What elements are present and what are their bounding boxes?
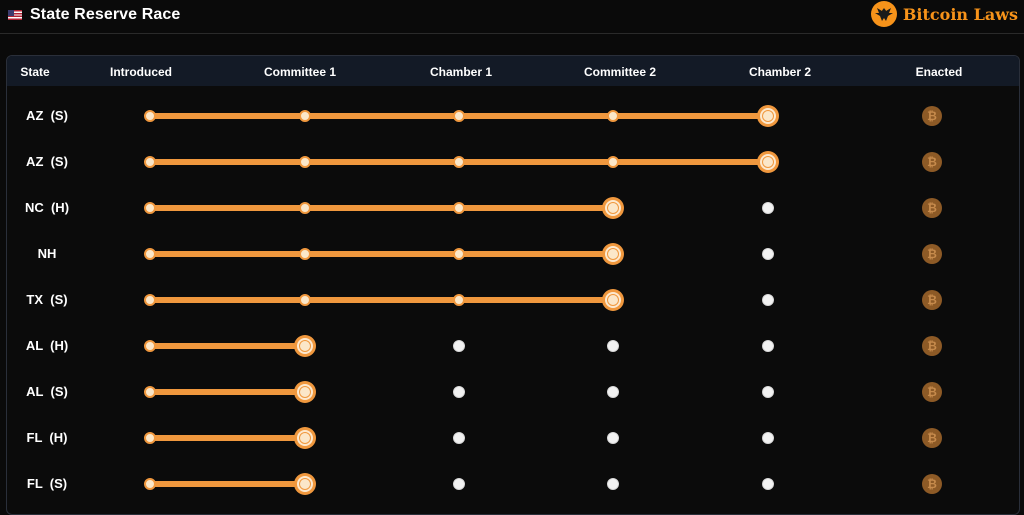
stage-dot-done[interactable] (144, 432, 156, 444)
progress-track (150, 251, 613, 257)
stage-dot-done[interactable] (299, 294, 311, 306)
progress-track (150, 481, 305, 487)
table-header: State Introduced Committee 1 Chamber 1 C… (7, 56, 1019, 86)
stage-dot-done[interactable] (299, 110, 311, 122)
progress-track (150, 297, 613, 303)
table-row[interactable]: AL (S) ₿ (7, 369, 1019, 415)
column-header-committee-1: Committee 1 (263, 65, 337, 79)
stage-dot-done[interactable] (453, 248, 465, 260)
column-header-introduced: Introduced (110, 65, 172, 79)
brand-link[interactable]: Bitcoin Laws (870, 1, 1018, 27)
table-body: AZ (S) ₿ AZ (S) ₿ NC (H) ₿ NH ₿ TX (S) ₿ AL (H) ₿ AL… (7, 56, 1019, 514)
stage-dot-pending[interactable] (762, 478, 774, 490)
column-header-enacted: Enacted (915, 65, 963, 79)
stage-dot-pending[interactable] (607, 386, 619, 398)
bitcoin-icon[interactable]: ₿ (922, 382, 942, 402)
stage-dot-done[interactable] (453, 110, 465, 122)
stage-dot-pending[interactable] (762, 432, 774, 444)
stage-dot-done[interactable] (144, 340, 156, 352)
bitcoin-icon[interactable]: ₿ (922, 290, 942, 310)
us-flag-icon (8, 10, 22, 20)
bitcoin-icon[interactable]: ₿ (922, 244, 942, 264)
table-row[interactable]: TX (S) ₿ (7, 277, 1019, 323)
state-label: AZ (S) (26, 154, 68, 169)
stage-dot-done[interactable] (299, 248, 311, 260)
stage-dot-pending[interactable] (762, 202, 774, 214)
table-row[interactable]: NC (H) ₿ (7, 185, 1019, 231)
stage-dot-done[interactable] (144, 478, 156, 490)
stage-dot-pending[interactable] (453, 386, 465, 398)
stage-dot-done[interactable] (144, 294, 156, 306)
page-title: State Reserve Race (30, 6, 181, 23)
brand-name: Bitcoin Laws (902, 4, 1018, 24)
table-row[interactable]: FL (S) ₿ (7, 461, 1019, 507)
stage-dot-done[interactable] (453, 156, 465, 168)
stage-dot-current[interactable] (295, 428, 315, 448)
progress-track (150, 343, 305, 349)
stage-dot-pending[interactable] (607, 340, 619, 352)
state-label: AL (H) (25, 338, 69, 353)
stage-dot-pending[interactable] (762, 386, 774, 398)
stage-dot-done[interactable] (607, 156, 619, 168)
table-row[interactable]: AL (H) ₿ (7, 323, 1019, 369)
stage-dot-done[interactable] (144, 156, 156, 168)
column-header-chamber-2: Chamber 2 (748, 65, 812, 79)
stage-dot-done[interactable] (453, 202, 465, 214)
state-label: AZ (S) (26, 108, 68, 123)
bitcoin-icon[interactable]: ₿ (922, 106, 942, 126)
bitcoin-icon[interactable]: ₿ (922, 474, 942, 494)
bitcoin-icon[interactable]: ₿ (922, 152, 942, 172)
stage-dot-done[interactable] (607, 110, 619, 122)
stage-dot-done[interactable] (299, 156, 311, 168)
progress-track (150, 389, 305, 395)
state-reserve-table: State Introduced Committee 1 Chamber 1 C… (6, 55, 1020, 515)
stage-dot-pending[interactable] (762, 248, 774, 260)
stage-dot-current[interactable] (295, 336, 315, 356)
bitcoin-icon[interactable]: ₿ (922, 428, 942, 448)
table-row[interactable]: NH ₿ (7, 231, 1019, 277)
stage-dot-done[interactable] (144, 110, 156, 122)
stage-dot-pending[interactable] (607, 478, 619, 490)
stage-dot-pending[interactable] (762, 340, 774, 352)
stage-dot-pending[interactable] (453, 340, 465, 352)
state-label: AL (S) (26, 384, 68, 399)
bitcoin-icon[interactable]: ₿ (922, 198, 942, 218)
column-header-state: State (20, 65, 50, 79)
bitcoin-icon[interactable]: ₿ (922, 336, 942, 356)
stage-dot-done[interactable] (299, 202, 311, 214)
stage-dot-current[interactable] (603, 198, 623, 218)
stage-dot-pending[interactable] (762, 294, 774, 306)
stage-dot-done[interactable] (144, 202, 156, 214)
stage-dot-done[interactable] (144, 386, 156, 398)
state-label: NH (37, 246, 57, 261)
table-row[interactable]: AZ (S) ₿ (7, 139, 1019, 185)
stage-dot-pending[interactable] (453, 478, 465, 490)
stage-dot-pending[interactable] (453, 432, 465, 444)
app-header: State Reserve Race Bitcoin Laws (0, 0, 1024, 34)
title-group: State Reserve Race (8, 4, 180, 26)
state-label: NC (H) (24, 200, 70, 215)
column-header-chamber-1: Chamber 1 (429, 65, 493, 79)
stage-dot-current[interactable] (758, 152, 778, 172)
stage-dot-current[interactable] (603, 244, 623, 264)
stage-dot-current[interactable] (758, 106, 778, 126)
stage-dot-done[interactable] (453, 294, 465, 306)
stage-dot-pending[interactable] (607, 432, 619, 444)
table-row[interactable]: AZ (S) ₿ (7, 93, 1019, 139)
stage-dot-done[interactable] (144, 248, 156, 260)
state-label: FL (H) (26, 430, 68, 445)
stage-dot-current[interactable] (295, 382, 315, 402)
progress-track (150, 435, 305, 441)
table-row[interactable]: FL (H) ₿ (7, 415, 1019, 461)
state-label: FL (S) (26, 476, 68, 491)
column-header-committee-2: Committee 2 (583, 65, 657, 79)
stage-dot-current[interactable] (295, 474, 315, 494)
progress-track (150, 205, 613, 211)
stage-dot-current[interactable] (603, 290, 623, 310)
eagle-logo-icon (870, 1, 897, 27)
state-label: TX (S) (26, 292, 68, 307)
